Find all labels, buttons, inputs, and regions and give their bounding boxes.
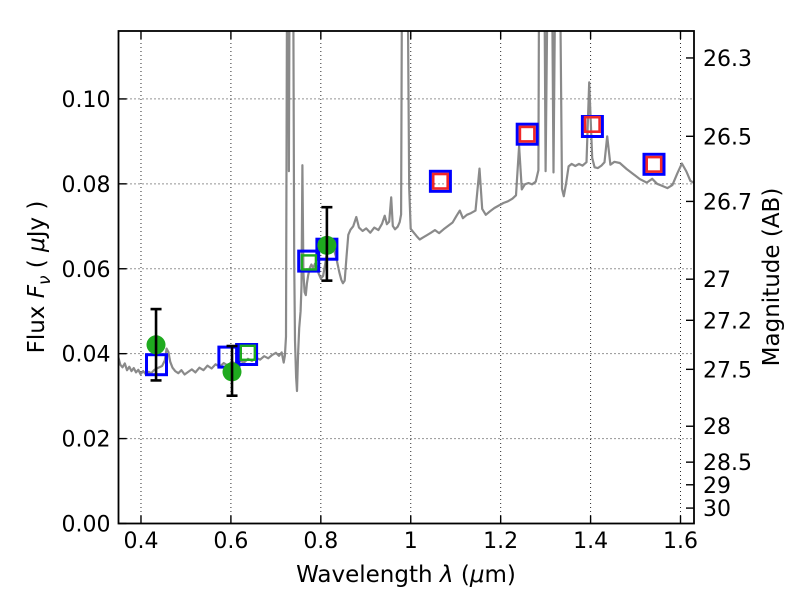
y-axis-label-left: Flux Fν ( μJy )	[24, 201, 55, 354]
axis-label-part: (	[454, 562, 470, 588]
series-layer	[118, 31, 694, 398]
x-tick-label: 0.6	[213, 529, 248, 554]
tick-label-layer: 0.4 0.6 0.8 1 1.2 1.4 1.6 0.00 0.02 0.04 0.06 0.08 0…	[62, 47, 752, 554]
red-squares-marker	[583, 115, 601, 133]
y-left-tick-label: 0.00	[62, 513, 111, 538]
error-bar	[150, 307, 162, 382]
axis-label-part: μ	[24, 237, 50, 253]
x-tick-label: 0.4	[123, 529, 158, 554]
axis-label-part: F	[24, 284, 50, 298]
y-left-tick-label: 0.06	[62, 258, 111, 283]
x-tick-label: 1	[404, 529, 418, 554]
y-right-tick-label: 26.5	[703, 125, 752, 150]
y-right-tick-label: 28.5	[703, 451, 752, 476]
axis-label-part: μ	[469, 562, 485, 588]
y-right-tick-label: 28	[703, 415, 731, 440]
y-left-tick-label: 0.10	[62, 88, 111, 113]
blue-squares-marker	[235, 343, 259, 366]
error-bar	[226, 344, 238, 398]
green-squares-marker	[239, 344, 257, 361]
error-bar	[321, 205, 333, 282]
series-red_squares	[431, 115, 663, 190]
plot-border	[117, 30, 695, 525]
y-axis-label-right: Magnitude (AB)	[759, 188, 785, 367]
x-tick-label: 1.6	[663, 529, 698, 554]
series-model_spectrum	[118, 31, 694, 393]
y-left-tick-label: 0.04	[62, 343, 111, 368]
red-squares-marker	[431, 172, 450, 190]
axis-label-part: ν	[35, 275, 55, 285]
green-squares-marker	[300, 254, 318, 271]
y-right-tick-label: 30	[703, 497, 731, 522]
y-right-tick-label: 29	[703, 474, 731, 499]
axis-label-part: m)	[484, 562, 515, 588]
blue-squares-marker	[642, 152, 666, 176]
blue-squares-marker	[515, 122, 539, 146]
series-observed_circles	[146, 205, 337, 398]
red-squares-marker	[645, 155, 663, 173]
x-tick-label: 1.2	[483, 529, 518, 554]
y-right-tick-label: 26.7	[703, 190, 752, 215]
blue-squares-marker	[297, 249, 321, 273]
y-right-tick-label: 26.3	[703, 47, 752, 72]
axis-label-part: Jy )	[24, 201, 50, 240]
spectrum-line	[118, 31, 694, 393]
y-right-tick-label: 27.5	[703, 358, 752, 383]
x-tick-label: 0.8	[303, 529, 338, 554]
axis-label-part: Flux	[24, 298, 50, 353]
axes-layer	[117, 30, 695, 525]
series-green_squares	[239, 254, 318, 361]
blue-squares-marker	[428, 169, 452, 193]
axis-label-part: λ	[438, 562, 454, 588]
axis-label-part: Wavelength	[296, 562, 440, 588]
axis-label-part: Magnitude (AB)	[759, 188, 785, 367]
grid-layer	[118, 31, 694, 524]
x-axis-label: Wavelength λ (μm)	[296, 562, 516, 588]
y-right-tick-label: 27	[703, 268, 731, 293]
axis-label-part: (	[24, 252, 50, 276]
red-squares-marker	[518, 125, 536, 143]
y-left-tick-label: 0.02	[62, 428, 111, 453]
x-tick-label: 1.4	[573, 529, 608, 554]
y-left-tick-label: 0.08	[62, 173, 111, 198]
y-right-tick-label: 27.2	[703, 309, 752, 334]
